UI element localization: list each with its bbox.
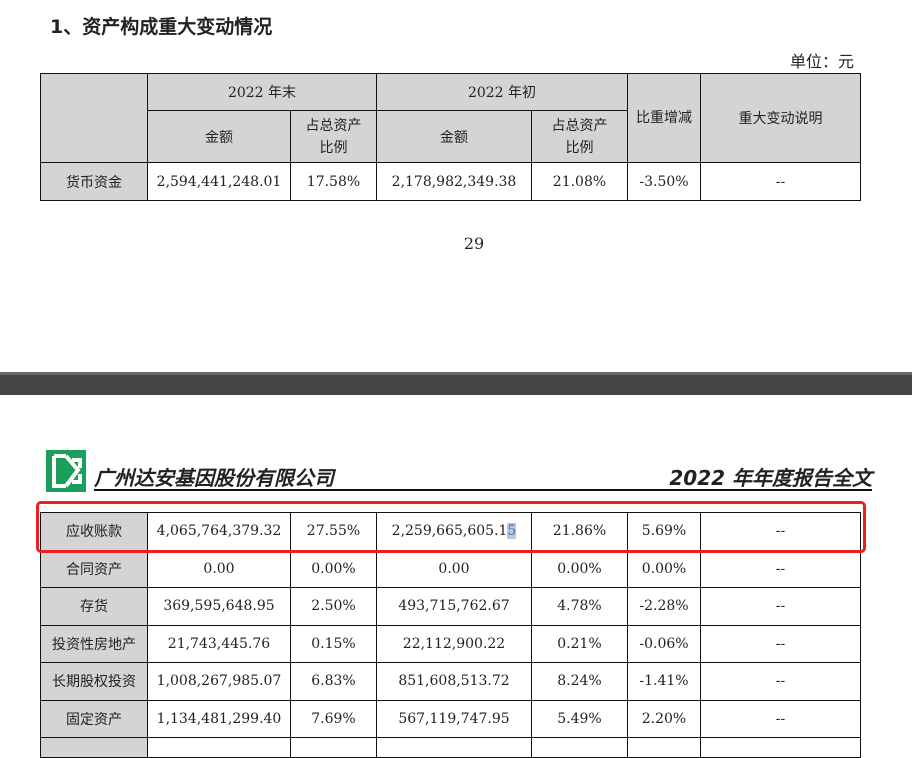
row-item: 货币资金 bbox=[40, 162, 148, 201]
begin-amount: 0.00 bbox=[376, 549, 532, 588]
begin-pct: 21.08% bbox=[531, 162, 628, 201]
end-amount: 1,134,481,299.40 bbox=[147, 699, 291, 738]
report-title: 2022 年年度报告全文 bbox=[669, 466, 872, 490]
end-pct: 6.83% bbox=[290, 662, 377, 701]
row-item: 投资性房地产 bbox=[40, 624, 148, 663]
header-begin-amount: 金额 bbox=[376, 110, 532, 163]
begin-pct: 0.21% bbox=[531, 624, 628, 663]
note: -- bbox=[700, 162, 861, 201]
end-pct: 27.55% bbox=[290, 512, 377, 551]
header-begin-ratio: 占总资产比例 bbox=[531, 110, 628, 163]
end-pct: 17.58% bbox=[290, 162, 377, 201]
begin-pct: 21.86% bbox=[531, 512, 628, 551]
table-cell-continued bbox=[700, 737, 861, 758]
header-rule bbox=[94, 489, 872, 491]
begin-amount: 22,112,900.22 bbox=[376, 624, 532, 663]
end-pct: 0.15% bbox=[290, 624, 377, 663]
table-row: 应收账款 4,065,764,379.32 27.55% 2,259,665,605.… bbox=[40, 512, 861, 551]
table-row: 固定资产 1,134,481,299.40 7.69% 567,119,747.95 5… bbox=[40, 699, 861, 738]
header-note: 重大变动说明 bbox=[700, 73, 861, 163]
begin-amount: 493,715,762.67 bbox=[376, 587, 532, 626]
note: -- bbox=[700, 549, 861, 588]
asset-table: 应收账款 4,065,764,379.32 27.55% 2,259,665,605.… bbox=[40, 512, 861, 758]
begin-amount: 2,178,982,349.38 bbox=[376, 162, 532, 201]
begin-pct: 4.78% bbox=[531, 587, 628, 626]
table-row: 存货 369,595,648.95 2.50% 493,715,762.67 4.78%… bbox=[40, 587, 861, 626]
begin-pct: 5.49% bbox=[531, 699, 628, 738]
section-title: 1、资产构成重大变动情况 bbox=[50, 16, 273, 38]
table-row: 合同资产 0.00 0.00% 0.00 0.00% 0.00% -- bbox=[40, 549, 861, 588]
table-cell-continued bbox=[147, 737, 291, 758]
begin-amount: 567,119,747.95 bbox=[376, 699, 532, 738]
begin-pct: 0.00% bbox=[531, 549, 628, 588]
end-amount: 0.00 bbox=[147, 549, 291, 588]
unit-label: 单位：元 bbox=[789, 52, 854, 71]
row-item: 应收账款 bbox=[40, 512, 148, 551]
company-logo-icon bbox=[46, 450, 86, 492]
end-amount: 369,595,648.95 bbox=[147, 587, 291, 626]
row-item: 合同资产 bbox=[40, 549, 148, 588]
begin-pct: 8.24% bbox=[531, 662, 628, 701]
page-number: 29 bbox=[463, 234, 485, 253]
note: -- bbox=[700, 699, 861, 738]
table-cell-continued bbox=[531, 737, 628, 758]
company-name: 广州达安基因股份有限公司 bbox=[94, 466, 334, 490]
change: -1.41% bbox=[627, 662, 701, 701]
header-begin: 2022 年初 bbox=[376, 73, 628, 111]
note: -- bbox=[700, 624, 861, 663]
row-item: 固定资产 bbox=[40, 699, 148, 738]
table-cell-continued bbox=[627, 737, 701, 758]
end-pct: 7.69% bbox=[290, 699, 377, 738]
table-cell-continued bbox=[376, 737, 532, 758]
begin-amount: 2,259,665,605.15 bbox=[376, 512, 532, 551]
end-pct: 2.50% bbox=[290, 587, 377, 626]
change: -0.06% bbox=[627, 624, 701, 663]
table-row: 投资性房地产 21,743,445.76 0.15% 22,112,900.22 0.2… bbox=[40, 624, 861, 663]
header-end-amount: 金额 bbox=[147, 110, 291, 163]
end-amount: 21,743,445.76 bbox=[147, 624, 291, 663]
header-blank bbox=[40, 73, 148, 163]
begin-amount: 851,608,513.72 bbox=[376, 662, 532, 701]
table-cell-continued bbox=[40, 737, 148, 758]
end-amount: 1,008,267,985.07 bbox=[147, 662, 291, 701]
page-separator bbox=[0, 372, 912, 395]
end-amount: 2,594,441,248.01 bbox=[147, 162, 291, 201]
end-amount: 4,065,764,379.32 bbox=[147, 512, 291, 551]
table-row: 货币资金 2,594,441,248.01 17.58% 2,178,982,3… bbox=[40, 162, 861, 201]
table-row: 长期股权投资 1,008,267,985.07 6.83% 851,608,513.7… bbox=[40, 662, 861, 701]
note: -- bbox=[700, 662, 861, 701]
header-change: 比重增减 bbox=[627, 73, 701, 163]
change: 0.00% bbox=[627, 549, 701, 588]
change: 5.69% bbox=[627, 512, 701, 551]
note: -- bbox=[700, 587, 861, 626]
asset-table-top: 2022 年末 2022 年初 比重增减 重大变动说明 金额 占总资产比例 金额… bbox=[40, 73, 861, 201]
header-end: 2022 年末 bbox=[147, 73, 377, 111]
change: -3.50% bbox=[627, 162, 701, 201]
header-end-ratio: 占总资产比例 bbox=[290, 110, 377, 163]
end-pct: 0.00% bbox=[290, 549, 377, 588]
row-item: 存货 bbox=[40, 587, 148, 626]
change: -2.28% bbox=[627, 587, 701, 626]
change: 2.20% bbox=[627, 699, 701, 738]
table-cell-continued bbox=[290, 737, 377, 758]
note: -- bbox=[700, 512, 861, 551]
row-item: 长期股权投资 bbox=[40, 662, 148, 701]
